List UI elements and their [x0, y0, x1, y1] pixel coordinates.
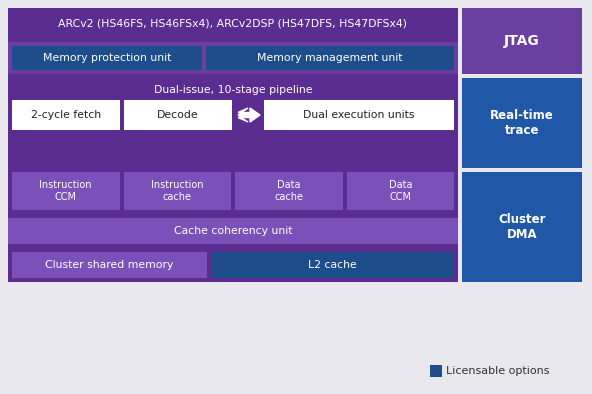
Bar	[206, 46, 454, 70]
Text: ARCv2 (HS46FS, HS46FSx4), ARCv2DSP (HS47DFS, HS47DFSx4): ARCv2 (HS46FS, HS46FSx4), ARCv2DSP (HS47…	[59, 18, 407, 28]
Text: Licensable options: Licensable options	[446, 366, 549, 376]
Text: Dual execution units: Dual execution units	[303, 110, 415, 120]
Polygon shape	[238, 108, 260, 122]
Bar	[8, 248, 458, 282]
Text: Decode: Decode	[157, 110, 199, 120]
Bar	[124, 172, 231, 210]
Text: Cache coherency unit: Cache coherency unit	[173, 226, 292, 236]
Bar	[462, 172, 582, 282]
Text: Memory protection unit: Memory protection unit	[43, 53, 171, 63]
Text: Instruction
cache: Instruction cache	[151, 180, 204, 202]
Bar	[124, 100, 232, 130]
Bar	[346, 172, 454, 210]
Text: L2 cache: L2 cache	[308, 260, 357, 270]
Text: Cluster
DMA: Cluster DMA	[498, 213, 546, 241]
Bar	[211, 252, 454, 278]
Bar	[8, 218, 458, 244]
Text: Data
cache: Data cache	[274, 180, 303, 202]
Text: Dual-issue, 10-stage pipeline: Dual-issue, 10-stage pipeline	[154, 85, 312, 95]
Text: JTAG: JTAG	[504, 34, 540, 48]
Text: Data
CCM: Data CCM	[388, 180, 412, 202]
Bar	[8, 78, 458, 164]
Bar	[8, 168, 458, 214]
Bar	[430, 365, 442, 377]
Bar	[462, 78, 582, 168]
Text: Cluster shared memory: Cluster shared memory	[46, 260, 173, 270]
Text: Instruction
CCM: Instruction CCM	[40, 180, 92, 202]
Bar	[8, 42, 458, 74]
Bar	[12, 46, 202, 70]
Text: Memory management unit: Memory management unit	[258, 53, 403, 63]
Bar	[12, 172, 120, 210]
Bar	[8, 8, 458, 282]
Bar	[462, 8, 582, 74]
Bar	[264, 100, 454, 130]
Text: 2-cycle fetch: 2-cycle fetch	[31, 110, 101, 120]
Bar	[8, 8, 458, 38]
Bar	[12, 100, 120, 130]
Bar	[235, 172, 343, 210]
Text: Real-time
trace: Real-time trace	[490, 109, 554, 137]
Bar	[12, 252, 207, 278]
